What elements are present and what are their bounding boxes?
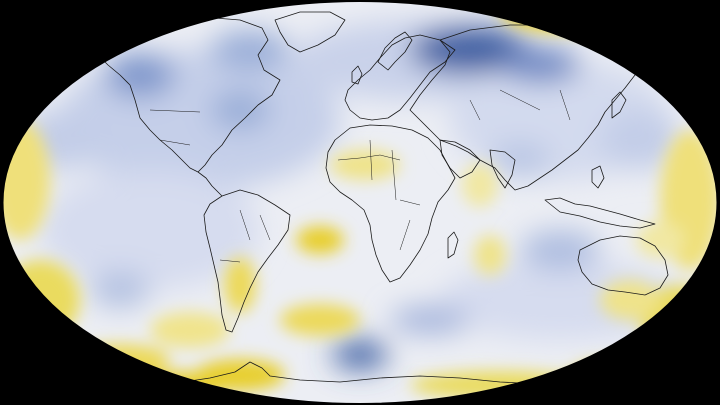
uk-outline [351, 65, 363, 85]
country-borders [149, 89, 571, 263]
indonesia-outline [544, 197, 656, 229]
south-america-outline [203, 189, 291, 333]
central-america-outline [197, 171, 223, 197]
philippines-outline [591, 165, 605, 189]
africa-outline [325, 124, 456, 283]
anomaly-south-atlantic [296, 226, 344, 254]
scandinavia-outline [377, 31, 413, 71]
japan-outline [611, 91, 627, 119]
anomaly-east-pacific [40, 170, 260, 290]
anomaly-alaska [105, 53, 175, 97]
india-outline [489, 149, 516, 189]
europe-outline [344, 34, 456, 121]
madagascar-outline [447, 231, 459, 259]
anomaly-siberia [410, 26, 530, 74]
anomaly-southern-ocean [280, 304, 360, 336]
anomaly-south-indian [440, 260, 680, 340]
anomaly-west-antarctica [332, 341, 388, 369]
anomaly-sahel [330, 150, 400, 180]
anomaly-south-pacific [390, 306, 470, 334]
anomaly-argentina [224, 257, 256, 313]
anomaly-canada [210, 30, 290, 70]
anomaly-indian-ocean [462, 163, 498, 207]
greenland-outline [274, 11, 346, 53]
australia-outline [577, 235, 669, 296]
north-america-outline [91, 17, 281, 173]
arabia-outline [439, 139, 481, 179]
